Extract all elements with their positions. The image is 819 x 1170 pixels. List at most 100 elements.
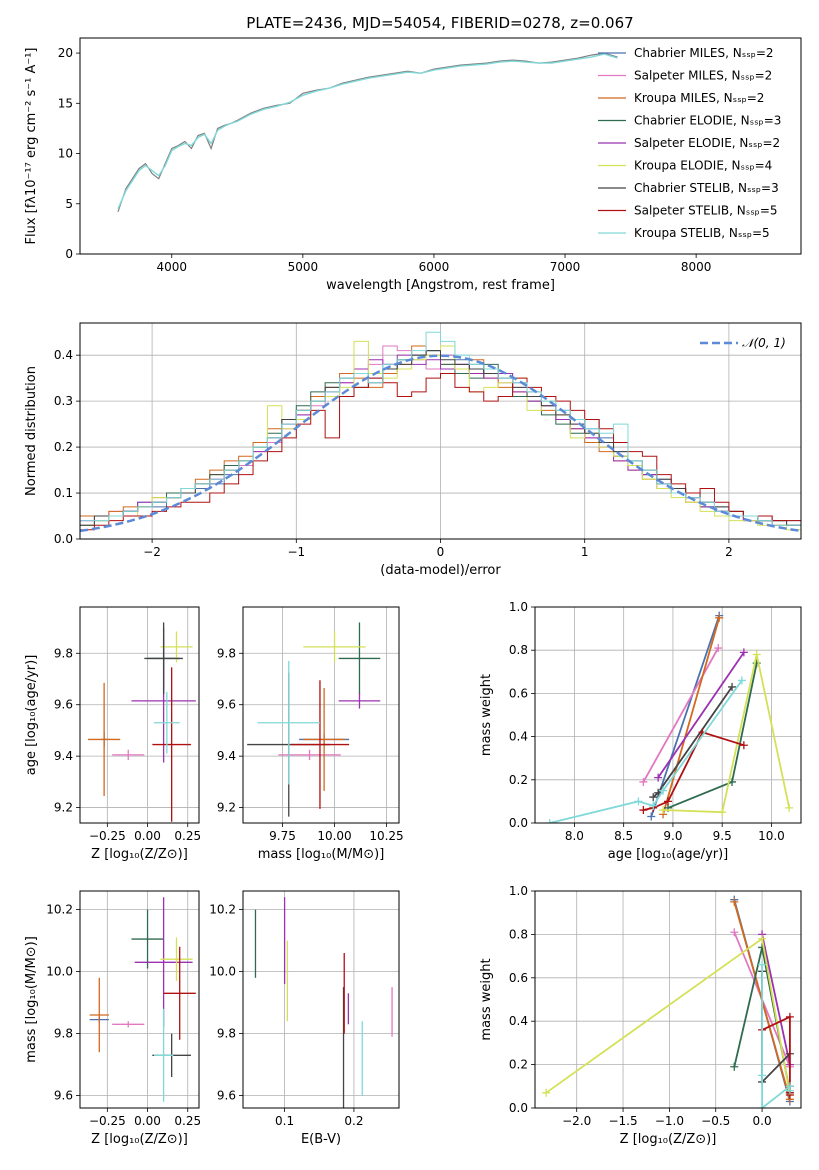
y-tick-label: 0 — [65, 247, 73, 261]
axes-frame — [534, 606, 802, 824]
plot-area-mass_vs_Z — [89, 897, 196, 1102]
legend-label: Kroupa MILES, Nₛₛₚ=2 — [634, 91, 764, 105]
panel-residuals: −2 −1 0 1 2 0.0 0.1 0.2 0.3 0.4 (data-model)/error… — [24, 322, 802, 578]
y-axis-label: Normed distribution — [24, 366, 39, 496]
point-marker-Salpeter STELIB — [785, 1012, 794, 1021]
x-tick-label: −2 — [143, 545, 161, 559]
normal-curve — [80, 354, 801, 533]
point-marker-Kroupa STELIB — [758, 960, 767, 969]
legend-label: 𝒩(0, 1) — [742, 336, 786, 350]
y-tick-label: 9.8 — [217, 1027, 236, 1041]
y-tick-label: 9.8 — [54, 1027, 73, 1041]
x-axis-label: E(B-V) — [301, 1132, 341, 1147]
x-tick-label: 0.25 — [174, 829, 201, 843]
x-tick-label: −0.25 — [89, 829, 126, 843]
x-tick-label: 10.00 — [317, 829, 351, 843]
point-marker-Salpeter ELODIE — [739, 648, 748, 657]
histogram-Salpeter STELIB — [80, 373, 801, 539]
point-marker-Salpeter MILES — [639, 777, 648, 786]
point-marker-Kroupa STELIB — [785, 1086, 794, 1095]
plot-area-weight_vs_age — [545, 611, 794, 823]
point-marker-Chabrier STELIB — [649, 793, 658, 802]
legend-label: Salpeter STELIB, Nₛₛₚ=5 — [634, 204, 778, 218]
plot-area-spectrum — [117, 52, 618, 212]
legend-label: Chabrier STELIB, Nₛₛₚ=3 — [634, 181, 779, 195]
y-tick-label: 10 — [58, 147, 73, 161]
x-tick-label: 8.5 — [614, 829, 633, 843]
axes-frame — [242, 890, 400, 1109]
y-tick-label: 10.0 — [209, 965, 236, 979]
point-marker-Kroupa STELIB — [659, 786, 668, 795]
point-marker-Kroupa STELIB — [737, 676, 746, 685]
x-axis-label: Z [log₁₀(Z/Z⊙)] — [91, 1132, 188, 1147]
point-marker-Salpeter STELIB — [664, 797, 672, 806]
y-tick-label: 9.8 — [217, 646, 236, 660]
x-tick-label: 9.5 — [713, 829, 732, 843]
series-line-data — [117, 52, 618, 212]
x-tick-label: −1.5 — [608, 1114, 637, 1128]
x-tick-label: −0.5 — [701, 1114, 730, 1128]
x-tick-label: −2.0 — [562, 1114, 591, 1128]
y-tick-label: 9.2 — [217, 801, 236, 815]
y-tick-label: 0.2 — [54, 440, 73, 454]
y-tick-label: 0.8 — [509, 927, 528, 941]
y-tick-label: 0.2 — [509, 1058, 528, 1072]
x-tick-label: 0.1 — [275, 1114, 294, 1128]
y-axis-label: Flux [fλ10⁻¹⁷ erg cm⁻² s⁻¹ A⁻¹] — [24, 48, 39, 245]
y-tick-label: 1.0 — [509, 600, 528, 614]
y-tick-label: 0.2 — [509, 773, 528, 787]
x-tick-label: 0.00 — [134, 1114, 161, 1128]
y-tick-label: 10.2 — [46, 903, 73, 917]
y-axis-label: mass [log₁₀(M/M⊙)] — [24, 936, 39, 1063]
x-tick-label: 4000 — [156, 260, 187, 274]
x-axis-label: (data-model)/error — [380, 563, 501, 578]
point-marker-Salpeter STELIB — [739, 741, 748, 750]
y-tick-label: 0.8 — [509, 643, 528, 657]
point-marker-Kroupa ELODIE — [659, 806, 668, 815]
x-axis-label: age [log₁₀(age/yr)] — [608, 847, 729, 862]
y-tick-label: 9.6 — [54, 698, 73, 712]
y-tick-label: 9.6 — [217, 698, 236, 712]
y-tick-label: 0.1 — [54, 486, 73, 500]
y-tick-label: 0.6 — [509, 686, 528, 700]
series-line-Salpeter ELODIE — [761, 934, 791, 1065]
y-tick-label: 9.6 — [54, 1089, 73, 1103]
x-axis-label: Z [log₁₀(Z/Z⊙)] — [620, 1132, 717, 1147]
point-marker-Kroupa ELODIE — [542, 1088, 551, 1097]
legend-label: Kroupa STELIB, Nₛₛₚ=5 — [634, 226, 770, 240]
point-marker-Chabrier ELODIE — [730, 1062, 739, 1071]
x-tick-label: 8.0 — [565, 829, 584, 843]
point-marker-Kroupa ELODIE — [752, 650, 761, 659]
series-line-Chabrier MILES — [650, 615, 721, 817]
x-tick-label: 1 — [581, 545, 589, 559]
y-tick-label: 0.4 — [509, 1014, 528, 1028]
panel-age_vs_mass: 9.75 10.00 10.25 9.2 9.4 9.6 9.8 mass [log₁₀(M/… — [217, 606, 404, 862]
x-axis-label: wavelength [Angstrom, rest frame] — [326, 278, 555, 293]
panel-weight_vs_Z: −2.0 −1.5 −1.0 −0.5 0.0 0.0 0.2 0.4 0.6 0.8 1.0 Z [… — [479, 884, 802, 1147]
y-axis-label: age [log₁₀(age/yr)] — [24, 655, 39, 776]
point-marker-Salpeter STELIB — [639, 806, 648, 815]
histogram-Kroupa STELIB — [80, 331, 801, 539]
legend-label: Salpeter MILES, Nₛₛₚ=2 — [634, 69, 772, 83]
x-tick-label: 9.75 — [269, 829, 296, 843]
panel-spectrum: 4000 5000 6000 7000 8000 0 5 10 15 20 wavelength [… — [24, 37, 802, 293]
series-line-Chabrier STELIB — [761, 971, 791, 1085]
y-tick-label: 20 — [58, 46, 73, 60]
y-tick-label: 0.0 — [54, 532, 73, 546]
panel-age_vs_Z: −0.25 0.00 0.25 9.2 9.4 9.6 9.8 Z [log₁₀(Z/Z⊙)]… — [24, 606, 201, 862]
y-tick-label: 0.3 — [54, 394, 73, 408]
figure-title: PLATE=2436, MJD=54054, FIBERID=0278, z=0… — [246, 14, 633, 32]
point-marker-Kroupa STELIB — [758, 1104, 767, 1108]
y-tick-label: 9.8 — [54, 646, 73, 660]
point-marker-Chabrier MILES — [647, 812, 656, 821]
y-tick-label: 9.2 — [54, 801, 73, 815]
x-tick-label: −1.0 — [655, 1114, 684, 1128]
axes-frame — [534, 890, 802, 1109]
y-tick-label: 5 — [65, 197, 73, 211]
plot-area-residuals — [80, 331, 801, 539]
legend-label: Kroupa ELODIE, Nₛₛₚ=4 — [634, 159, 772, 173]
legend-label: Salpeter ELODIE, Nₛₛₚ=2 — [634, 136, 780, 150]
axes-frame — [242, 606, 400, 824]
x-tick-label: 2 — [725, 545, 733, 559]
